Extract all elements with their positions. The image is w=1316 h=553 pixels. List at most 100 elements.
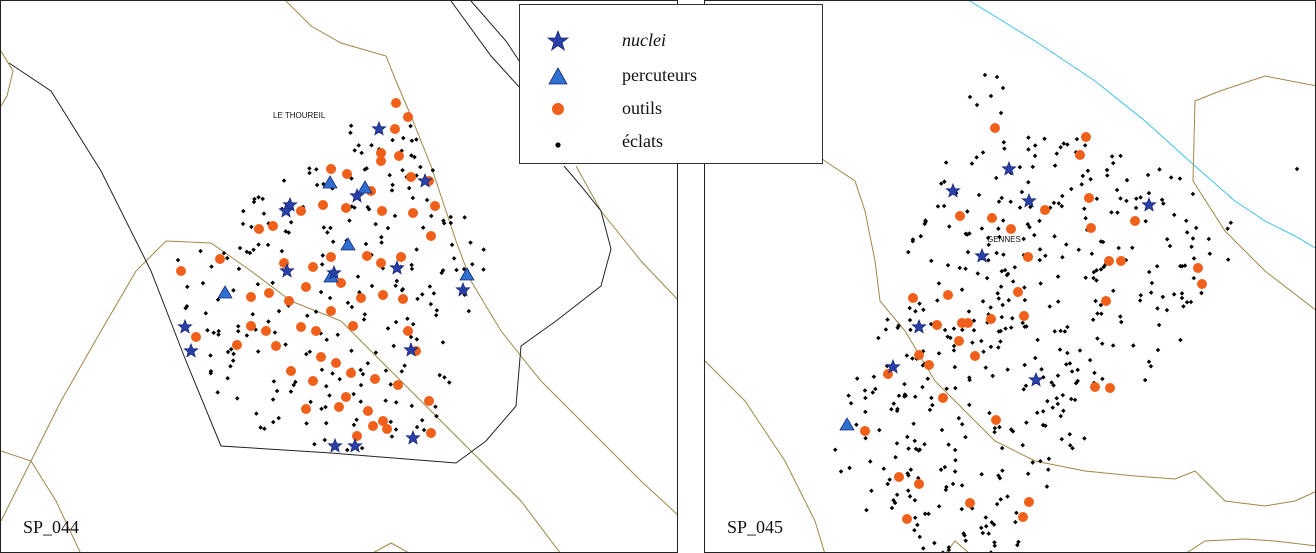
- eclat-marker: [1068, 396, 1074, 402]
- eclat-marker: [1146, 269, 1152, 275]
- eclat-marker: [996, 473, 1001, 478]
- eclat-marker: [1178, 263, 1183, 269]
- outil-marker: [1023, 252, 1033, 262]
- map-sp044: LE THOUREIL: [1, 1, 677, 552]
- eclat-marker: [1083, 215, 1088, 221]
- outil-marker: [1105, 383, 1115, 393]
- outil-marker: [284, 296, 294, 306]
- eclat-marker: [832, 447, 838, 452]
- eclat-marker: [907, 305, 912, 311]
- outil-marker: [296, 206, 306, 216]
- outil-marker: [331, 358, 341, 368]
- eclat-marker: [1154, 263, 1160, 269]
- eclat-marker: [864, 507, 869, 513]
- eclat-marker: [1027, 224, 1032, 230]
- eclat-marker: [225, 349, 231, 355]
- outil-marker: [368, 421, 378, 431]
- eclat-marker: [881, 466, 887, 471]
- outil-marker: [352, 431, 362, 441]
- eclat-marker: [994, 250, 999, 256]
- outil-marker: [334, 402, 344, 412]
- eclat-marker: [281, 178, 287, 183]
- eclat-marker: [905, 488, 911, 493]
- outil-marker: [943, 290, 953, 300]
- eclat-marker: [911, 421, 916, 426]
- eclat-marker: [1055, 401, 1061, 407]
- eclat-marker: [1225, 257, 1231, 262]
- eclat-marker: [1088, 176, 1093, 182]
- eclat-marker: [1167, 243, 1173, 249]
- eclat-marker: [1045, 467, 1051, 472]
- eclat-marker: [1183, 218, 1189, 224]
- eclat-marker: [279, 248, 285, 254]
- eclat-marker: [1069, 186, 1074, 192]
- nucleus-marker: [349, 187, 365, 203]
- eclat-marker: [863, 395, 868, 401]
- eclat-marker: [951, 326, 957, 331]
- eclat-marker: [894, 441, 900, 446]
- eclat-marker: [994, 501, 1000, 507]
- outil-marker: [938, 393, 948, 403]
- outil-marker: [1040, 205, 1050, 215]
- eclat-marker: [230, 358, 236, 363]
- eclat-marker: [854, 376, 860, 381]
- eclat-marker: [1164, 307, 1170, 313]
- eclat-marker: [440, 268, 446, 273]
- eclat-marker: [913, 309, 918, 314]
- eclat-marker: [893, 454, 898, 460]
- eclat-marker: [1050, 405, 1056, 410]
- eclat-marker: [1118, 153, 1123, 159]
- nucleus-marker: [1141, 196, 1157, 212]
- eclat-marker: [1064, 242, 1069, 247]
- eclat-marker: [260, 196, 265, 202]
- eclat-marker: [1074, 136, 1080, 142]
- eclat-marker: [1087, 357, 1093, 363]
- outil-marker: [363, 406, 373, 416]
- eclat-marker: [427, 284, 433, 289]
- eclat-marker: [251, 199, 257, 205]
- eclat-marker: [887, 477, 892, 482]
- eclat-marker: [967, 375, 972, 380]
- eclat-marker: [1056, 201, 1062, 206]
- eclat-marker: [358, 382, 364, 388]
- eclat-marker: [1055, 274, 1061, 279]
- eclat-marker: [393, 427, 399, 432]
- eclat-marker: [211, 330, 216, 335]
- outil-marker: [965, 498, 975, 508]
- eclat-marker: [175, 257, 181, 263]
- eclat-marker: [394, 278, 400, 284]
- nucleus-marker: [278, 202, 294, 218]
- eclat-marker: [1058, 413, 1064, 419]
- eclat-marker: [873, 386, 878, 392]
- eclat-marker: [998, 284, 1004, 289]
- eclat-marker: [347, 218, 352, 223]
- eclat-marker: [1099, 341, 1105, 346]
- outil-marker: [391, 98, 401, 108]
- eclat-marker: [1030, 164, 1036, 170]
- eclat-marker: [938, 467, 944, 472]
- outil-marker: [1197, 279, 1207, 289]
- eclat-marker: [988, 93, 994, 99]
- eclat-marker: [1168, 175, 1174, 180]
- eclat-marker: [896, 393, 902, 399]
- eclat-marker: [967, 94, 973, 100]
- eclat-marker: [942, 327, 948, 333]
- eclat-marker: [225, 376, 230, 381]
- eclat-marker: [414, 247, 419, 252]
- eclat-marker: [1190, 236, 1196, 241]
- eclat-marker: [325, 230, 330, 235]
- outil-marker: [1006, 224, 1016, 234]
- eclat-marker: [996, 226, 1001, 231]
- eclat-marker: [319, 262, 325, 267]
- eclat-marker: [999, 445, 1005, 451]
- eclat-marker: [1093, 298, 1098, 304]
- eclat-marker: [313, 309, 319, 315]
- contour-line: [1, 50, 14, 107]
- eclat-marker: [1130, 245, 1135, 251]
- eclat-marker: [990, 373, 995, 379]
- eclat-marker: [1095, 336, 1100, 341]
- outil-marker: [376, 148, 386, 158]
- eclat-marker: [428, 301, 434, 307]
- eclat-marker: [1063, 362, 1069, 367]
- eclat-marker: [1171, 292, 1177, 297]
